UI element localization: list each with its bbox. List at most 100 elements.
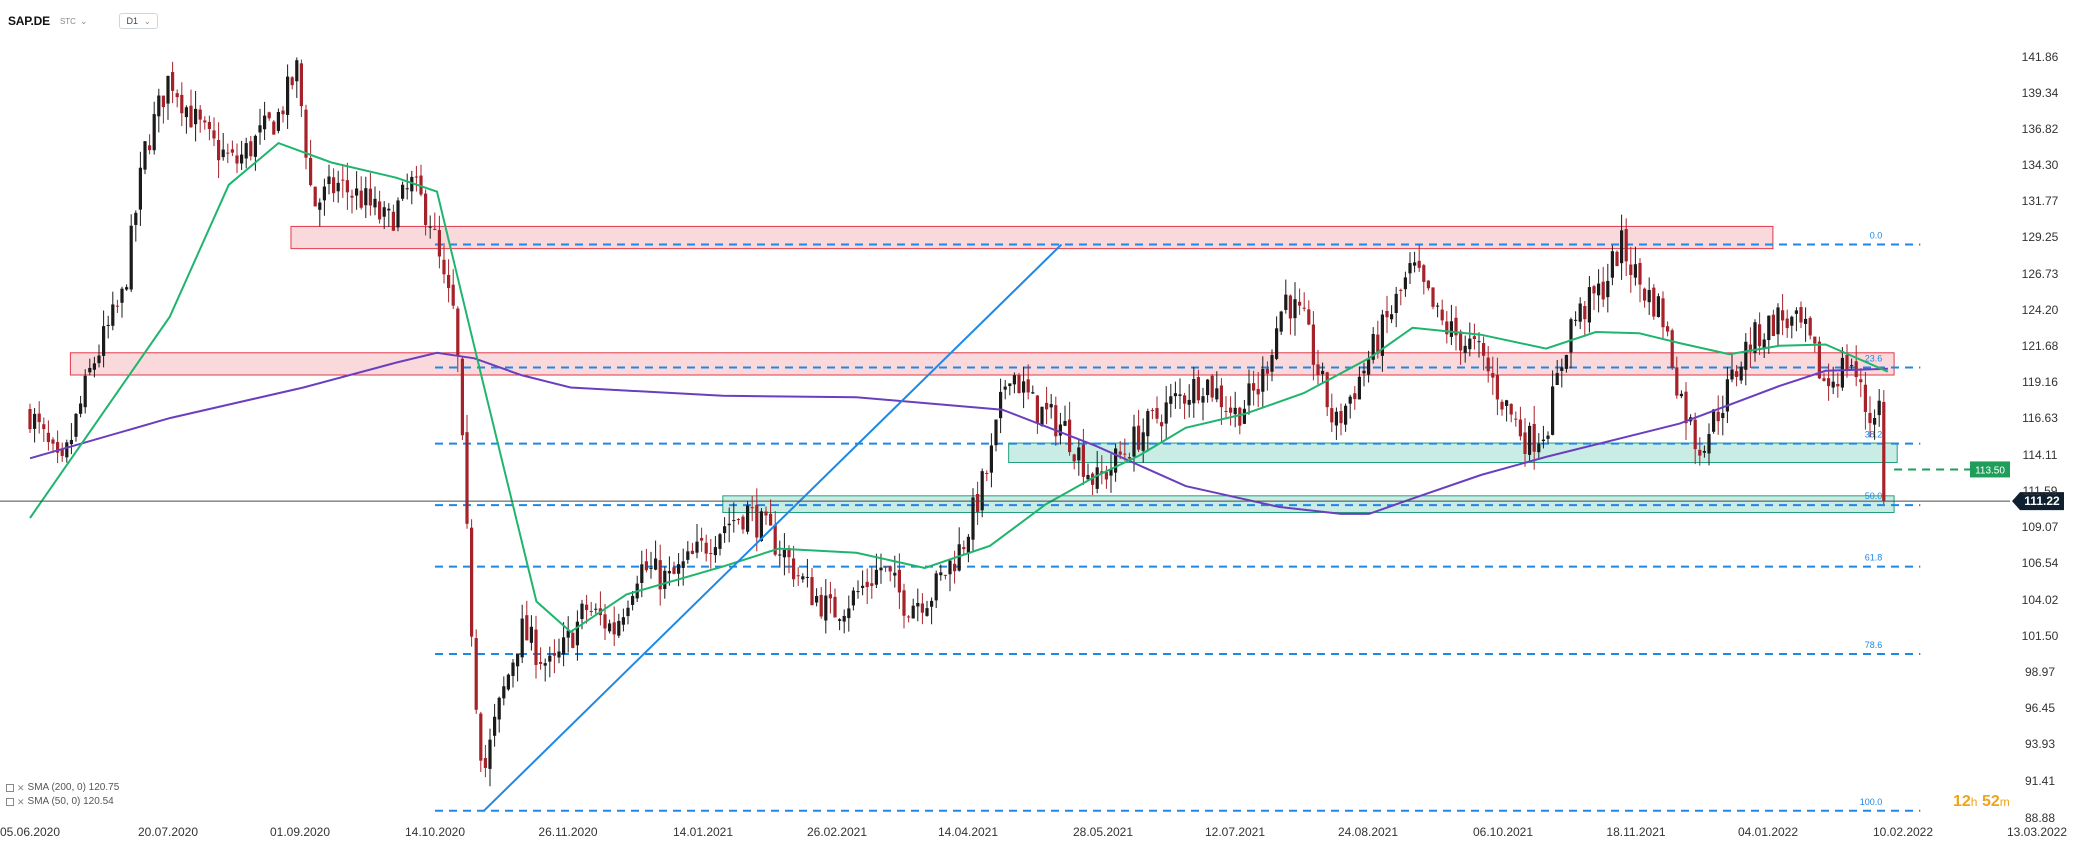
candle [474,629,478,714]
candle-body [286,76,290,115]
candle-body [1380,314,1384,356]
candle-body [226,152,230,154]
candle [810,567,814,606]
candle-body [1137,425,1141,450]
candle [985,470,989,482]
candle [980,468,984,518]
candle [364,176,368,219]
candle-body [902,590,906,616]
candle [801,573,805,583]
candle-body [391,211,395,231]
candle [1058,412,1062,445]
candle-body [37,413,41,423]
candle [1183,392,1187,420]
venue-label[interactable]: STC [59,16,76,26]
timeframe-select[interactable]: D1 ⌄ [119,13,158,29]
candle [387,203,391,228]
candle [120,286,124,318]
candle-body [1091,473,1095,485]
candle-body [1794,310,1798,314]
candle-body [474,638,478,710]
candle [1164,385,1168,440]
fibonacci-layer: 0.0 23.6 38.2 50.0 61.8 78.6 100.0 [434,230,1921,812]
candle-body [939,572,943,576]
candle [263,101,267,141]
candle-body [483,758,487,768]
candle-body [907,616,911,618]
legend-item-sma200[interactable]: ✕ SMA (200, 0) 120.75 [6,781,119,795]
lines-layer: 113.50 [0,141,2010,812]
candle-body [985,473,989,475]
candle [819,587,823,619]
candle-body [1431,287,1435,307]
y-tick-label: 114.11 [2023,448,2058,462]
candle [299,59,303,118]
candle [1850,358,1854,370]
candle-body [364,188,368,206]
candle-body [1022,381,1026,393]
candle-body [309,157,313,186]
close-icon[interactable]: ✕ [17,783,25,793]
candle [1587,275,1591,333]
candle [1334,407,1338,440]
candle-body [1201,396,1205,403]
candle [355,171,359,210]
settings-icon[interactable] [6,784,14,792]
candle-body [603,614,607,629]
candle-body [741,516,745,530]
candle-body [520,618,524,658]
candle [332,168,336,203]
candle-body [1155,408,1159,419]
candle-body [1288,295,1292,319]
x-tick-label: 18.11.2021 [1606,825,1665,839]
candle [1298,288,1302,315]
candle [1150,408,1154,420]
candle-body [1049,403,1053,408]
close-icon[interactable]: ✕ [17,797,25,807]
candle [1583,301,1587,337]
axis-layer: 111.22 141.86 139.34 136.82 134.30 131.77 129.… [0,50,2067,839]
candle-body [759,511,763,542]
candle-body [1242,408,1246,424]
candle-body [865,581,869,588]
legend-item-sma50[interactable]: ✕ SMA (50, 0) 120.54 [6,795,119,809]
candle-body [1095,467,1099,489]
candle-body [686,551,690,560]
candle [1840,347,1844,391]
candle-body [106,324,110,326]
candle-body [1564,355,1568,369]
candle [327,164,331,195]
candle [1008,383,1012,396]
candle-body [120,288,124,303]
candle-body [1532,423,1536,452]
candle-body [1367,359,1371,375]
candle-body [175,93,179,98]
candle [1707,423,1711,466]
candle [1629,246,1633,293]
candle [856,580,860,599]
candle [677,553,681,587]
symbol-label[interactable]: SAP.DE [8,14,50,28]
settings-icon[interactable] [6,798,14,806]
candle [1859,368,1863,398]
candle [1357,366,1361,400]
candle [1077,440,1081,476]
candle-body [750,507,754,509]
candle [433,212,437,231]
candle-body [138,167,142,210]
y-tick-label: 131.77 [2022,194,2059,208]
candle-body [1624,229,1628,262]
candle-body [125,287,129,290]
chevron-down-icon[interactable]: ⌄ [79,15,88,26]
candle-body [1629,264,1633,276]
candle [861,570,865,596]
candle-body [419,175,423,195]
candle-body [1804,318,1808,324]
candle-body [1491,373,1495,378]
candle-body [1863,384,1867,412]
candle-body [276,111,280,131]
candle [437,215,441,269]
candle [778,540,782,568]
candle [1555,359,1559,386]
